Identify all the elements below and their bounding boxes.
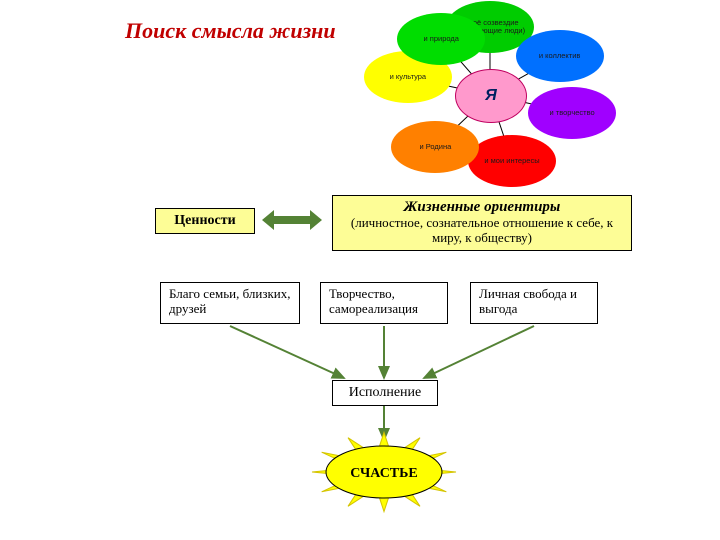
- mindmap-center: Я: [455, 69, 527, 123]
- values-box: Ценности: [155, 208, 255, 234]
- arrow-to-happiness: [0, 0, 720, 540]
- mindmap-lines: [0, 0, 720, 540]
- convergence-arrows: [0, 0, 720, 540]
- page-title: Поиск смысла жизни: [125, 18, 336, 44]
- value-box-1: Творчество, самореализация: [320, 282, 448, 324]
- value-box-2: Личная свобода и выгода: [470, 282, 598, 324]
- orientations-box: Жизненные ориентиры (личностное, сознате…: [332, 195, 632, 251]
- fulfillment-box: Исполнение: [332, 380, 438, 406]
- orientations-subtitle: (личностное, сознательное отношение к се…: [339, 216, 625, 246]
- mindmap-node-6: и природа: [397, 13, 485, 65]
- mindmap-node-3: и мои интересы: [468, 135, 556, 187]
- double-arrow-icon: [0, 0, 720, 540]
- mindmap-node-2: и творчество: [528, 87, 616, 139]
- happiness-star: СЧАСТЬЕ: [0, 0, 720, 540]
- svg-text:СЧАСТЬЕ: СЧАСТЬЕ: [350, 466, 418, 481]
- value-box-0: Благо семьи, близких, друзей: [160, 282, 300, 324]
- mindmap-node-1: и коллектив: [516, 30, 604, 82]
- mindmap-node-4: и Родина: [391, 121, 479, 173]
- orientations-title: Жизненные ориентиры: [339, 199, 625, 216]
